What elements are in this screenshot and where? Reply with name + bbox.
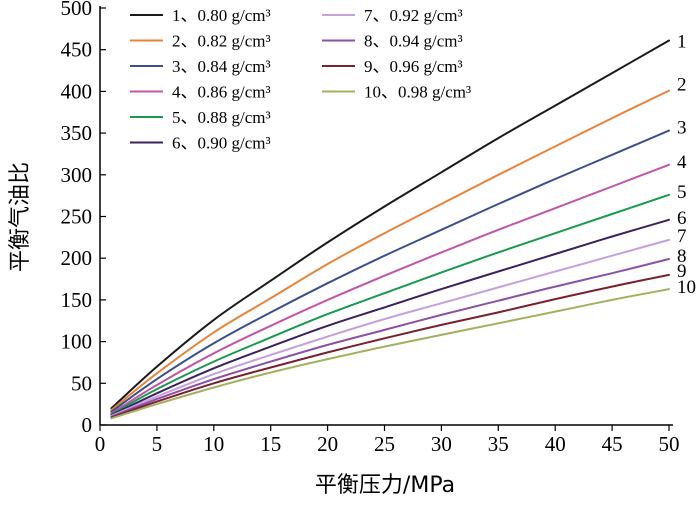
legend-label-3: 3、0.84 g/cm³ [172,57,271,76]
series-line-9 [110,273,670,419]
x-tick-label: 25 [374,432,395,456]
legend-label-10: 10、0.98 g/cm³ [364,83,471,102]
series-end-label-4: 4 [677,152,687,173]
x-tick-label: 15 [260,432,281,456]
y-tick-label: 0 [82,413,93,437]
series-end-label-2: 2 [677,75,687,96]
series-end-label-8: 8 [677,246,687,267]
y-tick-label: 450 [61,38,93,62]
x-tick-label: 5 [152,432,163,456]
series-end-label-1: 1 [677,32,687,53]
series-line-10 [110,288,670,420]
series-end-label-6: 6 [677,208,687,229]
legend-label-7: 7、0.92 g/cm³ [364,6,463,25]
legend-label-6: 6、0.90 g/cm³ [172,134,271,153]
x-tick-label: 35 [488,432,509,456]
series-line-6 [110,218,670,416]
series-line-1 [110,39,670,410]
y-tick-label: 350 [61,121,93,145]
series-line-4 [110,163,670,415]
y-tick-label: 400 [61,79,93,103]
x-tick-label: 50 [659,432,680,456]
legend-label-9: 9、0.96 g/cm³ [364,57,463,76]
legend-label-1: 1、0.80 g/cm³ [172,6,271,25]
legend-label-8: 8、0.94 g/cm³ [364,32,463,51]
x-tick-label: 0 [95,432,106,456]
series-line-7 [110,238,670,417]
x-tick-label: 45 [602,432,623,456]
x-axis-title: 平衡压力/MPa [315,473,455,498]
series-line-5 [110,193,670,416]
y-axis-title: 平衡气油比 [8,162,33,272]
series-line-2 [110,89,670,411]
series-lines [110,39,670,420]
legend-label-4: 4、0.86 g/cm³ [172,83,271,102]
y-tick-label: 250 [61,205,93,229]
y-tick-label: 300 [61,163,93,187]
series-line-8 [110,258,670,418]
series-line-3 [110,129,670,413]
y-tick-label: 500 [61,0,93,20]
series-end-label-9: 9 [677,261,687,282]
legend-label-2: 2、0.82 g/cm³ [172,32,271,51]
series-end-label-3: 3 [677,118,687,139]
series-end-label-5: 5 [677,182,687,203]
series-end-label-7: 7 [677,226,687,247]
legend: 1、0.80 g/cm³ 2、0.82 g/cm³ 3、0.84 g/cm³ 4、0.… [130,6,471,153]
x-tick-label: 10 [203,432,224,456]
y-tick-label: 50 [71,371,92,395]
x-tick-label: 40 [545,432,566,456]
y-tick-label: 150 [61,288,93,312]
y-tick-label: 100 [61,330,93,354]
y-tick-label: 200 [61,246,93,270]
legend-label-5: 5、0.88 g/cm³ [172,108,271,127]
x-tick-label: 30 [431,432,452,456]
series-end-label-10: 10 [677,277,696,298]
x-tick-label: 20 [317,432,338,456]
axes: 0 5 10 15 20 25 30 35 40 45 5005010015020025030035… [61,0,680,456]
